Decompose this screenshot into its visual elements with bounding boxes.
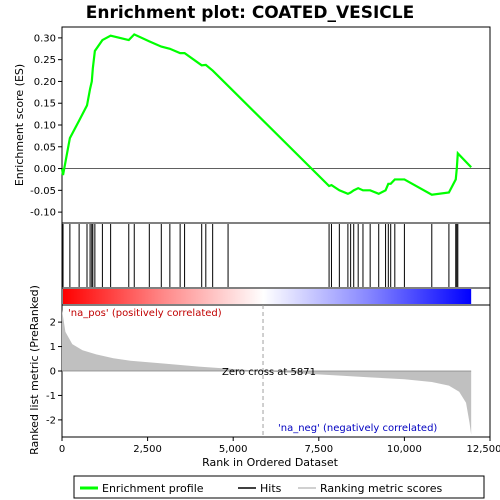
enrichment-profile-layer <box>60 33 490 196</box>
legend-label-hits: Hits <box>260 482 282 495</box>
metric-tick-label-3: 1 <box>50 342 56 353</box>
pos-correlated-label: 'na_pos' (positively correlated) <box>68 308 222 319</box>
x-tick-label-3: 7,500 <box>304 444 333 455</box>
colorbar-fill <box>63 289 472 304</box>
es-tick-label-3: 0.05 <box>34 142 56 153</box>
hits-layer <box>62 224 459 287</box>
metric-tick-label-4: 2 <box>50 318 56 329</box>
ranking-metric-layer <box>62 305 472 437</box>
hits-panel <box>61 222 491 289</box>
metric-tick-label-2: 0 <box>50 367 56 378</box>
x-tick-label-4: 10,000 <box>387 444 422 455</box>
zero-cross-label: Zero cross at 5871 <box>222 367 316 378</box>
legend-label-ranking-metric: Ranking metric scores <box>320 482 442 495</box>
ranking-metric-area <box>62 309 472 435</box>
es-tick-label-6: 0.20 <box>34 77 56 88</box>
neg-correlated-label: 'na_neg' (negatively correlated) <box>278 423 437 434</box>
legend-label-enrichment-profile: Enrichment profile <box>102 482 204 495</box>
es-panel <box>61 26 491 224</box>
es-axis-label: Enrichment score (ES) <box>13 64 26 186</box>
x-axis-label: Rank in Ordered Dataset <box>202 456 339 469</box>
metric-axis-label: Ranked list metric (PreRanked) <box>28 285 41 455</box>
x-tick-label-5: 12,500 <box>467 444 500 455</box>
x-tick-label-0: 0 <box>59 444 65 455</box>
metric-tick-label-1: -1 <box>46 391 56 402</box>
es-tick-label-2: 0.00 <box>34 164 56 175</box>
x-tick-label-2: 5,000 <box>219 444 248 455</box>
es-tick-label-1: -0.05 <box>30 186 56 197</box>
legend-box <box>73 475 485 499</box>
x-tick-label-1: 2,500 <box>133 444 162 455</box>
es-tick-label-4: 0.10 <box>34 121 56 132</box>
es-y-axis: -0.10 -0.05 0.00 0.05 0.10 0.15 0.20 0.25 0.30 <box>30 33 62 219</box>
legend: Enrichment profile Hits Ranking metric s… <box>73 475 485 499</box>
es-tick-label-7: 0.25 <box>34 55 56 66</box>
es-tick-label-0: -0.10 <box>30 208 56 219</box>
metric-y-axis: -2 -1 0 1 2 <box>46 318 62 426</box>
es-tick-label-8: 0.30 <box>34 33 56 44</box>
rank-colorbar <box>63 289 472 304</box>
chart-title: Enrichment plot: COATED_VESICLE <box>86 3 414 23</box>
es-tick-label-5: 0.15 <box>34 99 56 110</box>
metric-tick-label-0: -2 <box>46 415 56 426</box>
enrichment-profile-line <box>60 33 472 196</box>
x-axis: 0 2,500 5,000 7,500 10,000 12,500 <box>59 437 500 455</box>
